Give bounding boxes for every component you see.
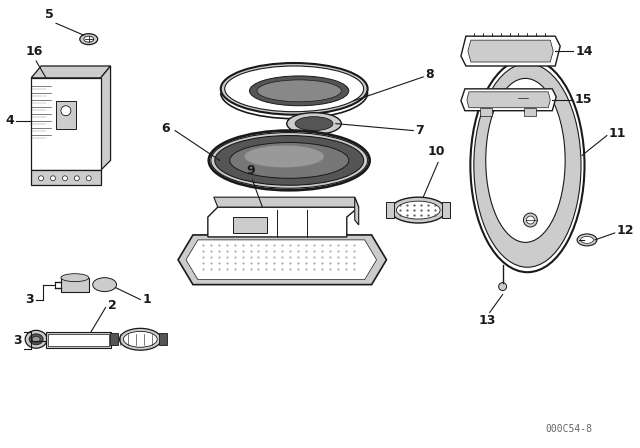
- Polygon shape: [178, 235, 387, 284]
- Polygon shape: [214, 197, 358, 207]
- Bar: [31, 78, 100, 170]
- Polygon shape: [468, 40, 553, 62]
- Ellipse shape: [295, 116, 333, 130]
- Ellipse shape: [63, 176, 67, 181]
- Ellipse shape: [51, 176, 56, 181]
- Bar: [56, 101, 76, 129]
- Text: 16: 16: [26, 45, 43, 58]
- Text: 8: 8: [425, 69, 434, 82]
- Polygon shape: [100, 66, 111, 170]
- Bar: [480, 108, 492, 116]
- Text: 13: 13: [479, 314, 497, 327]
- Ellipse shape: [120, 328, 161, 350]
- Ellipse shape: [74, 176, 79, 181]
- Bar: [159, 333, 167, 345]
- Text: 15: 15: [574, 93, 591, 106]
- Bar: [61, 278, 89, 292]
- Text: 000C54-8: 000C54-8: [545, 424, 592, 434]
- Ellipse shape: [257, 80, 341, 102]
- Ellipse shape: [244, 146, 324, 168]
- Polygon shape: [461, 89, 556, 111]
- Text: 5: 5: [45, 8, 54, 21]
- Bar: [46, 332, 111, 348]
- Ellipse shape: [93, 278, 116, 292]
- Polygon shape: [31, 170, 100, 185]
- Text: 7: 7: [415, 124, 424, 137]
- Text: 3: 3: [26, 293, 34, 306]
- Ellipse shape: [486, 78, 565, 242]
- Polygon shape: [461, 36, 560, 66]
- Ellipse shape: [470, 59, 584, 272]
- Ellipse shape: [29, 334, 43, 345]
- Ellipse shape: [38, 176, 44, 181]
- Bar: [442, 202, 450, 218]
- Ellipse shape: [209, 130, 370, 190]
- Ellipse shape: [32, 336, 40, 342]
- Polygon shape: [186, 240, 376, 280]
- Bar: [387, 202, 394, 218]
- Ellipse shape: [230, 142, 349, 178]
- Ellipse shape: [499, 283, 507, 291]
- Ellipse shape: [215, 136, 364, 185]
- Ellipse shape: [250, 76, 349, 106]
- Ellipse shape: [225, 66, 364, 112]
- Ellipse shape: [518, 94, 527, 102]
- Ellipse shape: [80, 34, 98, 45]
- Ellipse shape: [287, 113, 341, 134]
- Text: 10: 10: [428, 146, 445, 159]
- Text: 12: 12: [617, 224, 634, 237]
- Text: 11: 11: [609, 127, 627, 140]
- Text: 2: 2: [108, 299, 116, 312]
- Polygon shape: [208, 207, 358, 237]
- Ellipse shape: [524, 213, 538, 227]
- Ellipse shape: [390, 197, 446, 223]
- Ellipse shape: [516, 91, 529, 105]
- Text: 9: 9: [246, 164, 255, 177]
- Ellipse shape: [25, 330, 47, 348]
- Ellipse shape: [211, 133, 367, 188]
- Ellipse shape: [580, 237, 593, 243]
- Ellipse shape: [527, 216, 534, 224]
- Bar: [109, 333, 118, 345]
- Text: 4: 4: [6, 114, 14, 127]
- Ellipse shape: [86, 176, 92, 181]
- Ellipse shape: [84, 36, 93, 42]
- Ellipse shape: [221, 63, 367, 115]
- Text: 1: 1: [142, 293, 151, 306]
- Ellipse shape: [61, 106, 71, 116]
- Text: 14: 14: [575, 45, 593, 58]
- Ellipse shape: [396, 201, 440, 219]
- Ellipse shape: [474, 64, 581, 267]
- Ellipse shape: [577, 234, 597, 246]
- Text: 3: 3: [13, 334, 22, 347]
- Polygon shape: [355, 197, 358, 225]
- Ellipse shape: [61, 274, 89, 282]
- Bar: [48, 334, 109, 346]
- Bar: [524, 108, 536, 116]
- Ellipse shape: [124, 332, 157, 347]
- Text: 6: 6: [161, 122, 170, 135]
- Bar: [233, 217, 268, 233]
- Polygon shape: [31, 66, 111, 78]
- Polygon shape: [467, 92, 550, 108]
